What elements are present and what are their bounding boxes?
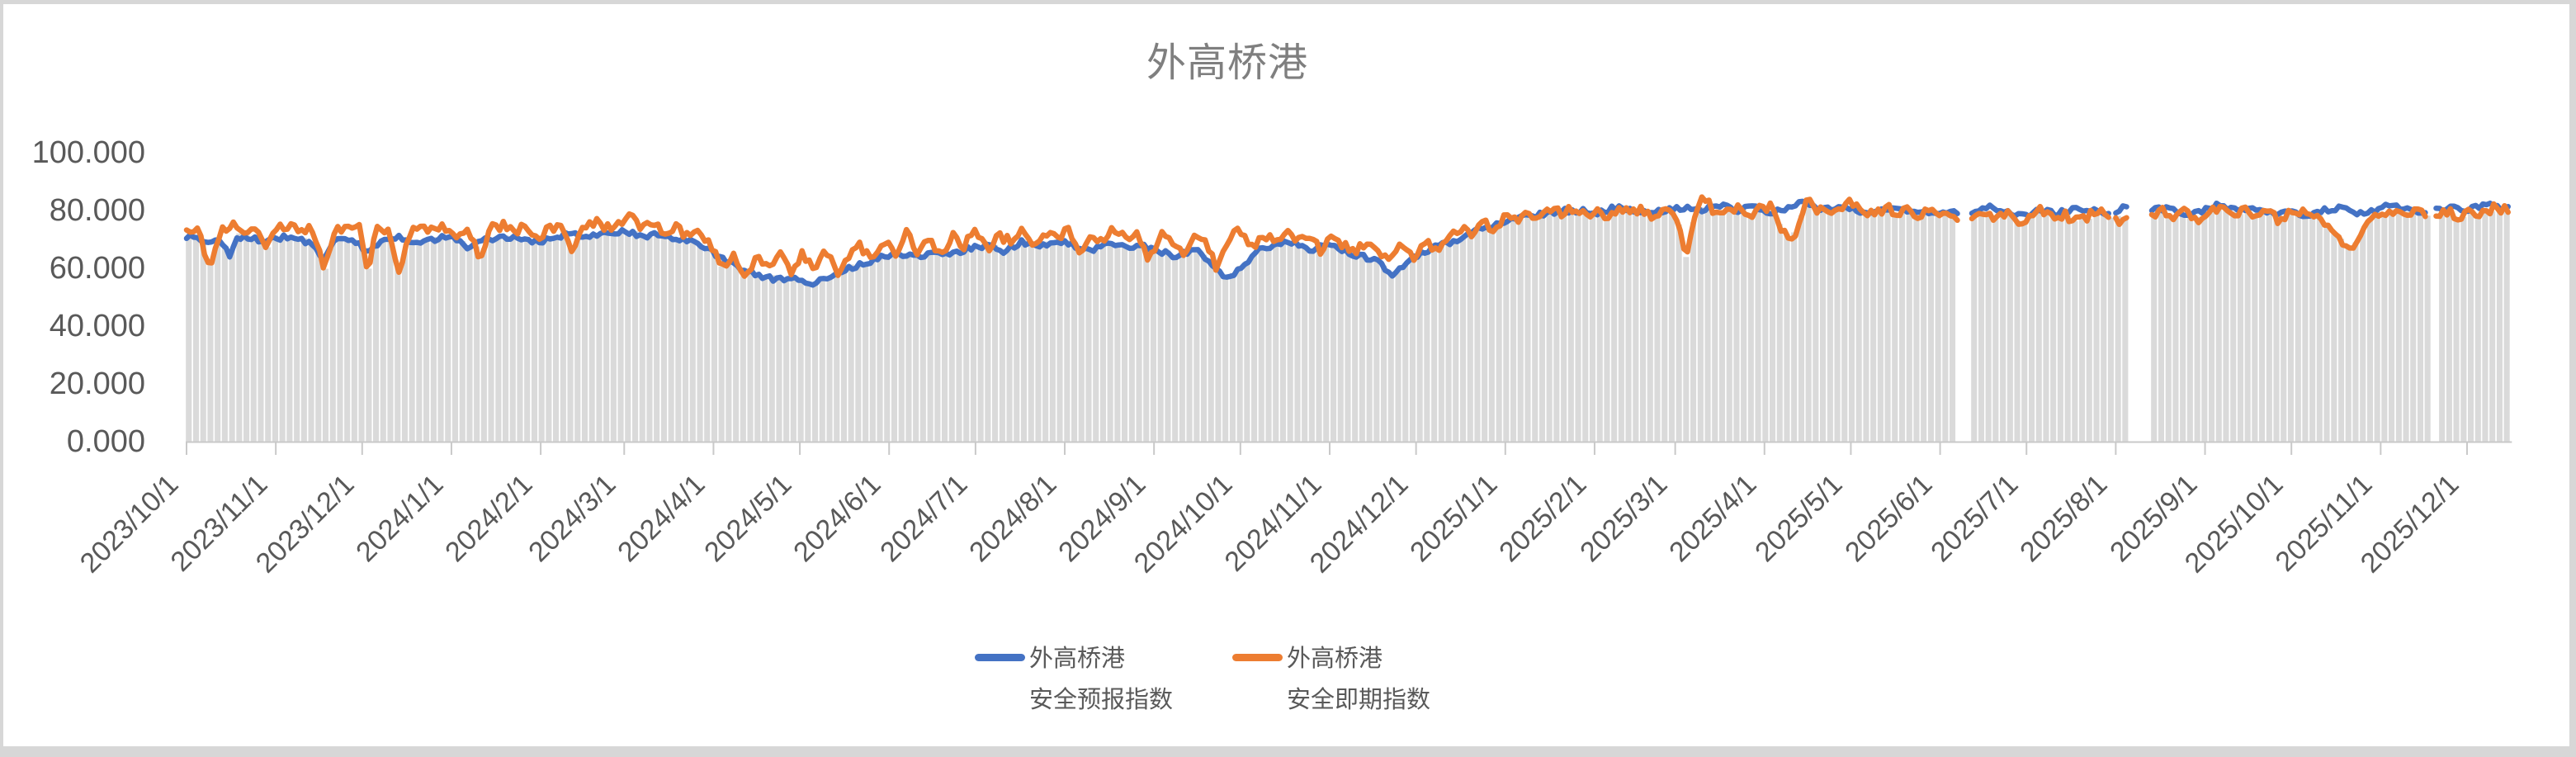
legend-label-forecast-line1: 外高桥港 <box>1029 646 1126 672</box>
y-axis-label: 40.000 <box>49 309 145 343</box>
legend-label-forecast-line2: 安全预报指数 <box>1029 687 1174 713</box>
legend-label-spot: 外高桥港 安全即期指数 <box>1287 638 1430 721</box>
chart-title[interactable]: 外高桥港 <box>1146 41 1308 85</box>
legend-swatch-spot-line <box>1232 654 1283 661</box>
y-axis-label: 100.000 <box>31 135 145 170</box>
legend-item-forecast[interactable]: 外高桥港 安全预报指数 <box>975 638 1173 721</box>
y-axis-label: 0.000 <box>66 424 145 459</box>
legend-label-spot-line1: 外高桥港 <box>1287 646 1383 672</box>
plot-area <box>183 194 2512 455</box>
y-axis-label: 60.000 <box>49 251 145 286</box>
legend[interactable]: 外高桥港 安全预报指数 外高桥港 安全即期指数 <box>975 638 1430 721</box>
spot-index-line <box>183 194 2511 279</box>
y-axis-label: 20.000 <box>49 367 145 401</box>
chart-background: 外高桥港 100.000 80.000 60.000 40.000 20.000 0.00… <box>3 4 2569 746</box>
legend-item-spot[interactable]: 外高桥港 安全即期指数 <box>1232 638 1430 721</box>
daily-columns-series <box>186 202 2510 442</box>
y-axis-label: 80.000 <box>49 193 145 228</box>
legend-swatch-forecast-line <box>975 654 1025 661</box>
legend-label-forecast: 外高桥港 安全预报指数 <box>1029 638 1173 721</box>
x-axis-line <box>186 441 2512 455</box>
legend-label-spot-line2: 安全即期指数 <box>1287 687 1431 713</box>
